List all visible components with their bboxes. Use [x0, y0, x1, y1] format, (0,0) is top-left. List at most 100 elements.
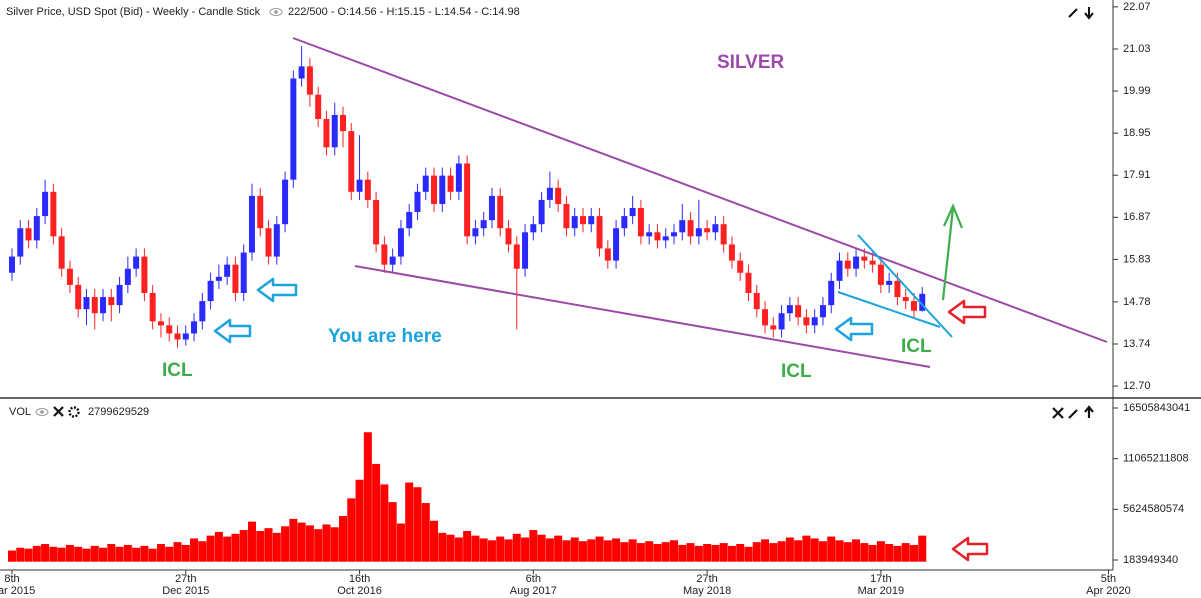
annotation: You are here	[328, 326, 442, 347]
volume-bar	[380, 484, 389, 562]
candle-body	[265, 228, 272, 257]
volume-last: 2799629529	[88, 406, 149, 418]
volume-bar	[90, 545, 99, 562]
volume-bar	[99, 547, 108, 562]
volume-bar	[123, 544, 132, 562]
volume-bar	[719, 543, 728, 562]
candle-body	[687, 220, 694, 237]
volume-bar	[181, 544, 190, 562]
candle-body	[25, 228, 32, 241]
candle-body	[695, 228, 702, 237]
volume-bar	[570, 537, 579, 562]
x-tick-label: Oct 2016	[337, 585, 382, 597]
candle-body	[364, 179, 371, 200]
volume-bar	[74, 546, 83, 562]
panel-icons[interactable]	[1052, 405, 1094, 419]
volume-bar	[49, 546, 58, 562]
settings-icon[interactable]	[68, 406, 80, 418]
candle-body	[282, 179, 289, 225]
candle-body	[497, 195, 504, 229]
volume-bar	[537, 534, 546, 562]
volume-bar	[661, 542, 670, 562]
volume-bar	[463, 530, 472, 562]
trend-line	[837, 291, 941, 328]
y-tick-label: 15.83	[1123, 253, 1151, 265]
candle-body	[141, 256, 148, 293]
volume-bar	[247, 521, 256, 562]
candle-body	[886, 280, 893, 285]
arrow	[213, 318, 252, 344]
candle-body	[571, 216, 578, 229]
candle-body	[58, 236, 65, 269]
arrow	[256, 277, 298, 303]
volume-bar	[852, 539, 861, 562]
candle-body	[323, 118, 330, 148]
candle-body	[42, 191, 49, 217]
volume-label: VOL	[9, 406, 31, 418]
volume-bar	[173, 542, 182, 562]
y-tick-label: 14.78	[1123, 296, 1151, 308]
y2-tick-label: 183949340	[1123, 554, 1178, 566]
volume-bar	[587, 539, 596, 562]
candle-body	[298, 66, 305, 79]
candle-body	[133, 256, 140, 269]
volume-bar	[785, 537, 794, 562]
volume-bar	[198, 541, 207, 562]
trend-line	[292, 37, 1108, 343]
candle-body	[290, 78, 297, 180]
volume-bar	[82, 548, 91, 562]
candle-body	[406, 212, 413, 229]
volume-bar	[41, 544, 50, 562]
volume-bar	[901, 543, 910, 562]
candle-body	[588, 216, 595, 225]
candle-body	[191, 321, 198, 334]
candle-body	[613, 228, 620, 261]
volume-bar	[794, 540, 803, 562]
candle-body	[753, 292, 760, 310]
volume-bar	[446, 534, 455, 562]
y-tick-label: 16.87	[1123, 211, 1151, 223]
volume-bar	[653, 544, 662, 562]
resize-icon[interactable]	[1068, 7, 1094, 20]
close-icon[interactable]	[53, 406, 64, 417]
candle-body	[108, 297, 115, 306]
volume-bar	[496, 536, 505, 562]
volume-bar	[512, 533, 521, 562]
volume-bar	[165, 546, 174, 562]
candle-body	[828, 280, 835, 306]
volume-bar	[363, 432, 372, 562]
volume-bar	[487, 540, 496, 562]
candle-body	[66, 268, 73, 285]
candle-body	[149, 292, 156, 322]
volume-bar	[330, 527, 339, 562]
volume-bar	[694, 545, 703, 562]
volume-bar	[132, 547, 141, 562]
candle-body	[248, 195, 255, 253]
candle-body	[439, 175, 446, 204]
candle-body	[182, 333, 189, 340]
candle-body	[646, 232, 653, 237]
volume-bar	[256, 530, 265, 562]
y-tick-label: 18.95	[1123, 127, 1151, 139]
candle-body	[637, 208, 644, 237]
candle-body	[538, 199, 545, 225]
marks	[7, 46, 927, 562]
volume-bar	[835, 540, 844, 562]
volume-bar	[761, 539, 770, 562]
volume-bar	[206, 535, 215, 562]
candle-body	[348, 131, 355, 192]
candle-body	[919, 293, 926, 311]
candle-body	[340, 114, 347, 132]
candle-body	[8, 256, 15, 273]
volume-bar	[7, 550, 16, 562]
arrow	[947, 299, 987, 325]
volume-bar	[727, 545, 736, 562]
volume-bar	[504, 539, 513, 562]
candle-body	[447, 175, 454, 192]
volume-bar	[810, 538, 819, 562]
volume-bar	[115, 546, 124, 562]
x-tick-label: 27th	[175, 573, 196, 585]
